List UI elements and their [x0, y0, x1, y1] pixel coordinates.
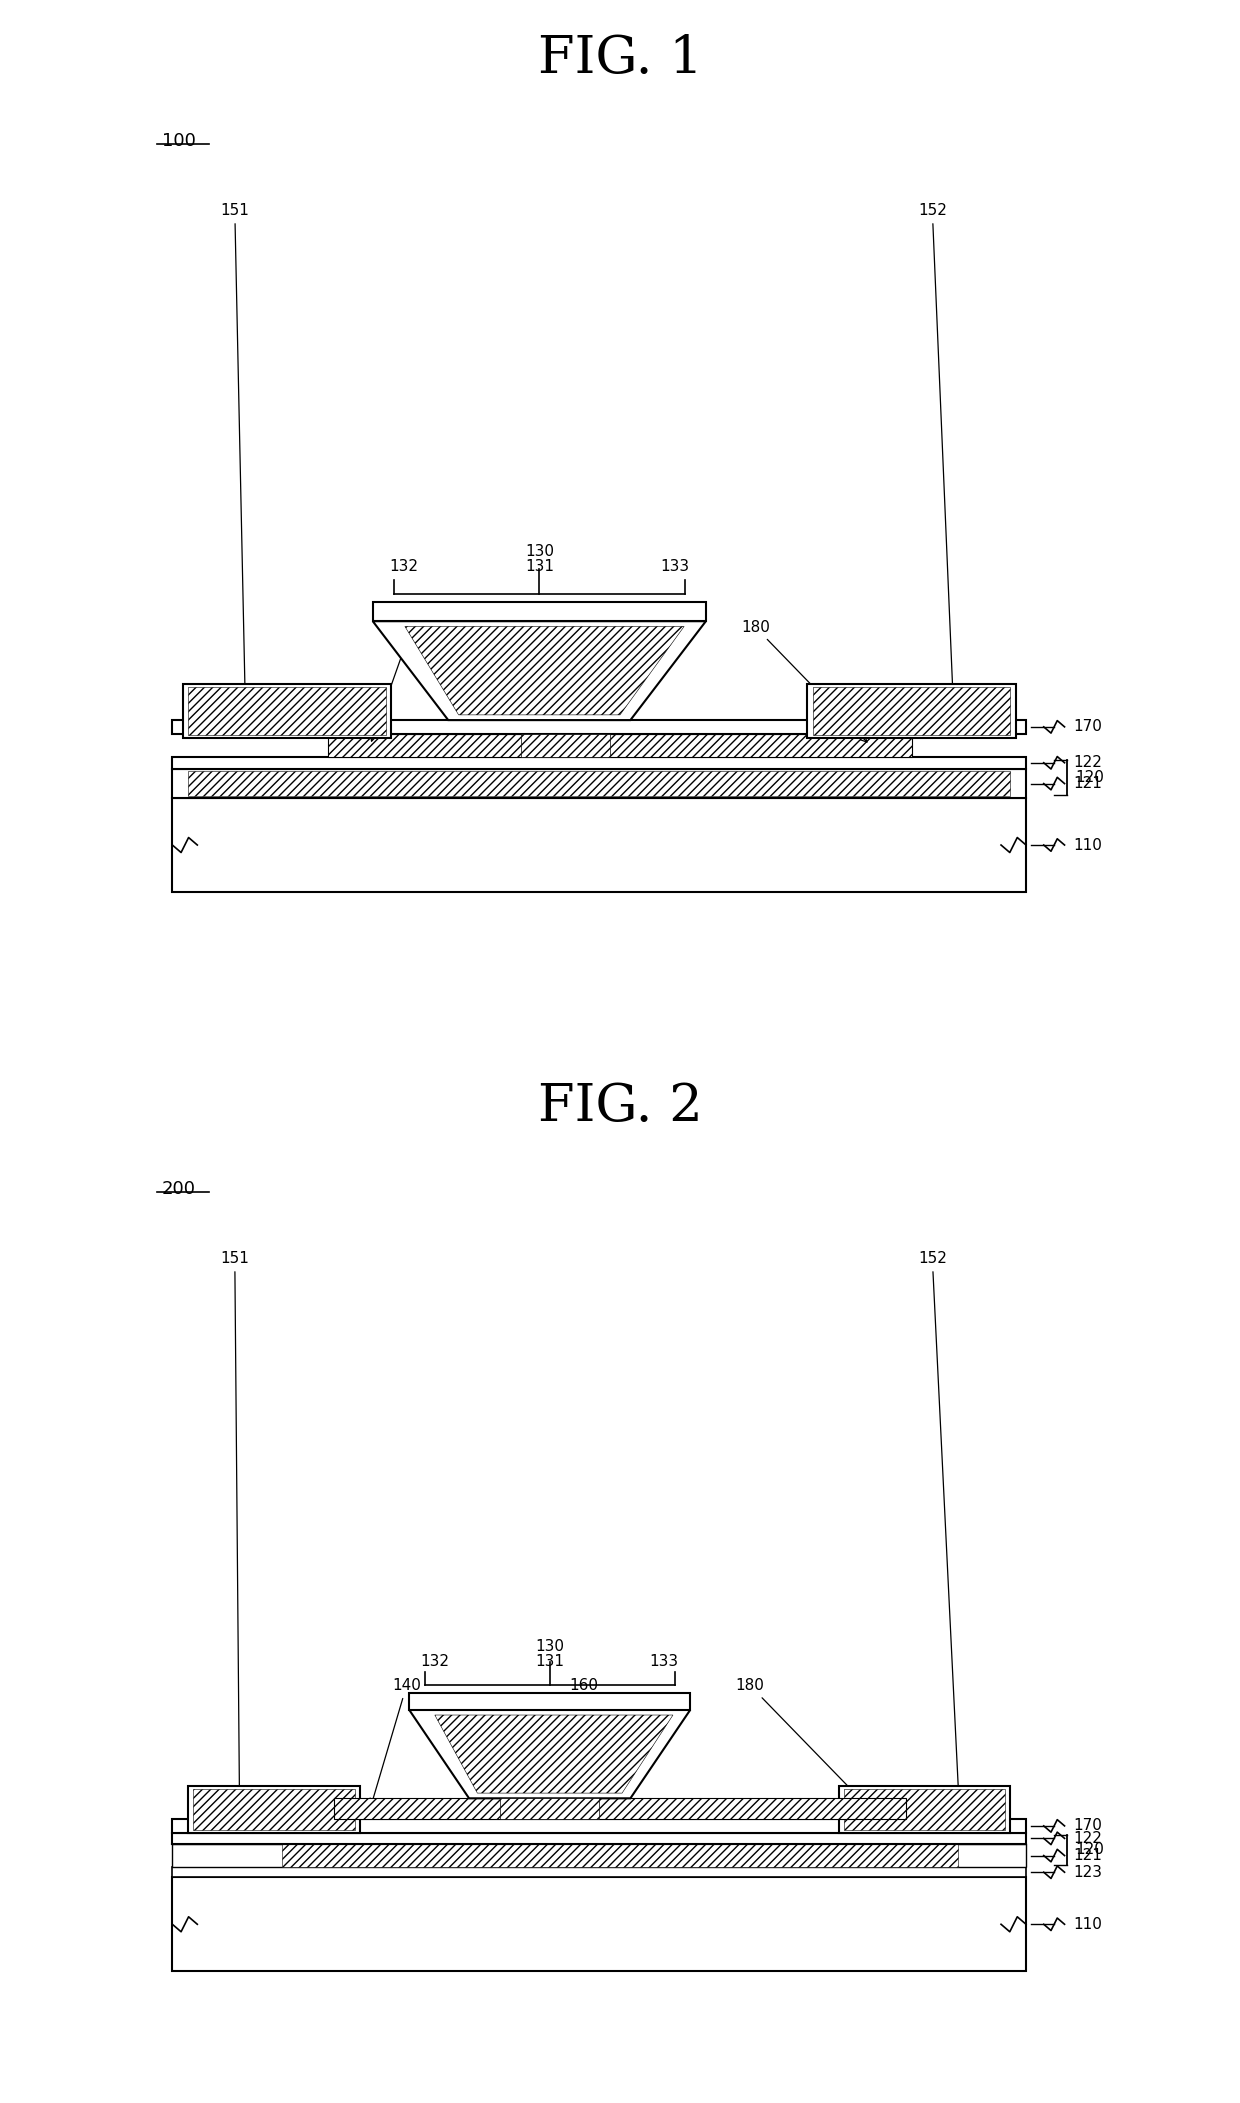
- Bar: [281, 1844, 959, 1867]
- Text: 120: 120: [1075, 1842, 1104, 1857]
- Text: 170: 170: [1073, 1819, 1102, 1834]
- Text: 110: 110: [1073, 837, 1102, 852]
- Text: 130: 130: [536, 1638, 564, 1653]
- Bar: [172, 1844, 1025, 1867]
- Bar: [172, 1878, 1025, 1971]
- Text: 152: 152: [918, 1251, 961, 1796]
- Text: 133: 133: [650, 1655, 678, 1670]
- Text: 151: 151: [221, 1251, 249, 1796]
- Text: 133: 133: [660, 559, 689, 574]
- Bar: [838, 1785, 1011, 1832]
- Bar: [172, 719, 1025, 734]
- Text: 170: 170: [1073, 719, 1102, 734]
- Bar: [844, 1790, 1006, 1830]
- Polygon shape: [435, 1716, 673, 1794]
- Text: 122: 122: [1073, 1832, 1102, 1846]
- Bar: [172, 1819, 1025, 1832]
- Bar: [812, 688, 1011, 734]
- Text: 130: 130: [525, 545, 554, 559]
- Bar: [373, 601, 706, 620]
- Text: 152: 152: [918, 204, 956, 696]
- Polygon shape: [373, 620, 706, 719]
- Text: 140: 140: [371, 620, 427, 740]
- Text: 160: 160: [564, 620, 604, 740]
- Bar: [521, 734, 610, 757]
- Text: 140: 140: [370, 1678, 422, 1804]
- Text: 160: 160: [549, 1678, 598, 1804]
- Text: 100: 100: [162, 132, 196, 149]
- Text: 110: 110: [1073, 1916, 1102, 1933]
- Text: 180: 180: [742, 620, 867, 742]
- Text: 123: 123: [1073, 1865, 1102, 1880]
- Text: 131: 131: [536, 1655, 564, 1670]
- Polygon shape: [409, 1710, 691, 1798]
- Text: 122: 122: [1073, 755, 1102, 770]
- Bar: [500, 1798, 599, 1819]
- Bar: [807, 683, 1016, 738]
- Bar: [188, 688, 386, 734]
- Text: 132: 132: [389, 559, 418, 574]
- Text: 120: 120: [1075, 770, 1104, 784]
- Text: FIG. 2: FIG. 2: [538, 1081, 702, 1131]
- Bar: [182, 683, 391, 738]
- Bar: [409, 1693, 691, 1710]
- Bar: [172, 799, 1025, 892]
- Bar: [172, 770, 1025, 799]
- Bar: [188, 772, 1011, 797]
- Bar: [172, 1867, 1025, 1878]
- Text: 121: 121: [1073, 776, 1102, 791]
- Bar: [334, 1798, 906, 1819]
- Polygon shape: [405, 627, 684, 715]
- Bar: [172, 1832, 1025, 1844]
- Text: 121: 121: [1073, 1849, 1102, 1863]
- Text: FIG. 1: FIG. 1: [538, 34, 702, 84]
- Text: 200: 200: [162, 1180, 196, 1199]
- Bar: [329, 734, 911, 757]
- Text: 180: 180: [735, 1678, 867, 1806]
- Bar: [193, 1790, 355, 1830]
- Bar: [172, 757, 1025, 770]
- Text: 132: 132: [420, 1655, 450, 1670]
- Bar: [188, 1785, 360, 1832]
- Text: 131: 131: [525, 559, 554, 574]
- Text: 151: 151: [221, 204, 249, 696]
